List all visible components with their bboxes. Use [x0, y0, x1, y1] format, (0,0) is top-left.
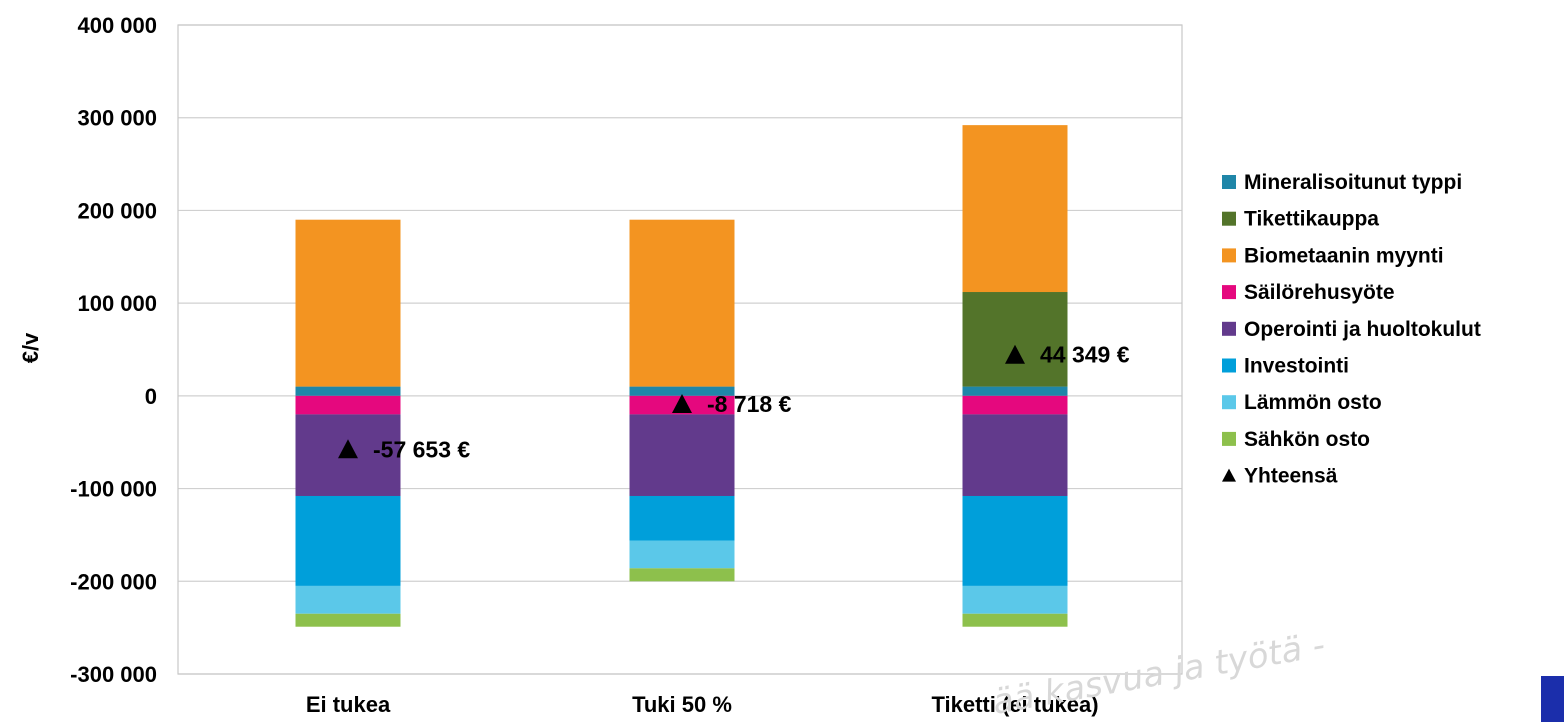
bar-segment — [962, 585, 1068, 614]
bar-segment — [295, 585, 401, 614]
bar-segment — [629, 219, 735, 387]
legend-label: Säilörehusyöte — [1244, 281, 1395, 304]
y-axis-label: €/v — [18, 332, 43, 363]
bar-segment — [962, 125, 1068, 293]
legend: Mineralisoitunut typpi Tikettikauppa Biome… — [1222, 171, 1481, 488]
legend-label: Operointi ja huoltokulut — [1244, 318, 1481, 341]
bar-segment — [962, 414, 1068, 496]
bar-segment — [962, 613, 1068, 627]
legend-label: Lämmön osto — [1244, 391, 1382, 414]
legend-label: Biometaanin myynti — [1244, 244, 1444, 267]
y-tick-label: -100 000 — [70, 477, 157, 502]
total-marker — [338, 439, 358, 459]
x-category-label: Tuki 50 % — [632, 692, 732, 717]
bars — [295, 125, 1068, 627]
legend-label: Mineralisoitunut typpi — [1244, 171, 1462, 194]
x-category-label: Tiketti (ei tukea) — [931, 692, 1098, 717]
x-category-label: Ei tukea — [306, 692, 391, 717]
legend-swatch — [1222, 321, 1236, 336]
legend-swatch — [1222, 431, 1236, 446]
total-markers: -57 653 € -8 718 € 44 349 € — [338, 342, 1130, 462]
bar-segment — [629, 540, 735, 569]
y-tick-label: 0 — [145, 384, 157, 409]
legend-swatch — [1222, 211, 1236, 226]
bar-segment — [295, 495, 401, 586]
legend-swatch — [1222, 395, 1236, 410]
legend-label: Yhteensä — [1244, 465, 1338, 488]
y-axis-ticks: 400 000 300 000 200 000 100 000 0 -100 000 -20… — [70, 13, 157, 687]
x-axis-labels: Ei tukea Tuki 50 % Tiketti (ei tukea) — [306, 692, 1099, 717]
y-tick-label: 100 000 — [77, 291, 157, 316]
bar-segment — [295, 613, 401, 627]
legend-total-marker — [1222, 468, 1236, 482]
legend-swatch — [1222, 175, 1236, 189]
bar-segment — [962, 292, 1068, 387]
total-marker — [672, 393, 692, 413]
legend-label: Tikettikauppa — [1244, 208, 1379, 231]
bar-segment — [295, 395, 401, 415]
bar-segment — [962, 495, 1068, 586]
bar-segment — [629, 414, 735, 496]
legend-swatch — [1222, 358, 1236, 373]
total-data-label: -8 718 € — [707, 391, 792, 417]
legend-swatch — [1222, 248, 1236, 263]
bar-segment — [295, 386, 401, 396]
bar-segment — [629, 495, 735, 541]
y-tick-label: 300 000 — [77, 106, 157, 131]
legend-swatch — [1222, 285, 1236, 300]
y-tick-label: 200 000 — [77, 198, 157, 223]
corner-logo-block — [1541, 676, 1564, 722]
y-tick-label: 400 000 — [77, 13, 157, 38]
total-data-label: -57 653 € — [373, 436, 470, 462]
bar-segment — [962, 395, 1068, 415]
bar-segment — [629, 568, 735, 582]
y-tick-label: -300 000 — [70, 662, 157, 687]
legend-label: Investointi — [1244, 355, 1349, 378]
y-tick-label: -200 000 — [70, 569, 157, 594]
bar-segment — [295, 219, 401, 387]
bar-segment — [962, 386, 1068, 396]
total-marker — [1005, 344, 1025, 364]
legend-label: Sähkön osto — [1244, 428, 1370, 451]
plot-area-border — [177, 24, 1183, 675]
total-data-label: 44 349 € — [1040, 342, 1130, 368]
bar-segment — [629, 386, 735, 396]
